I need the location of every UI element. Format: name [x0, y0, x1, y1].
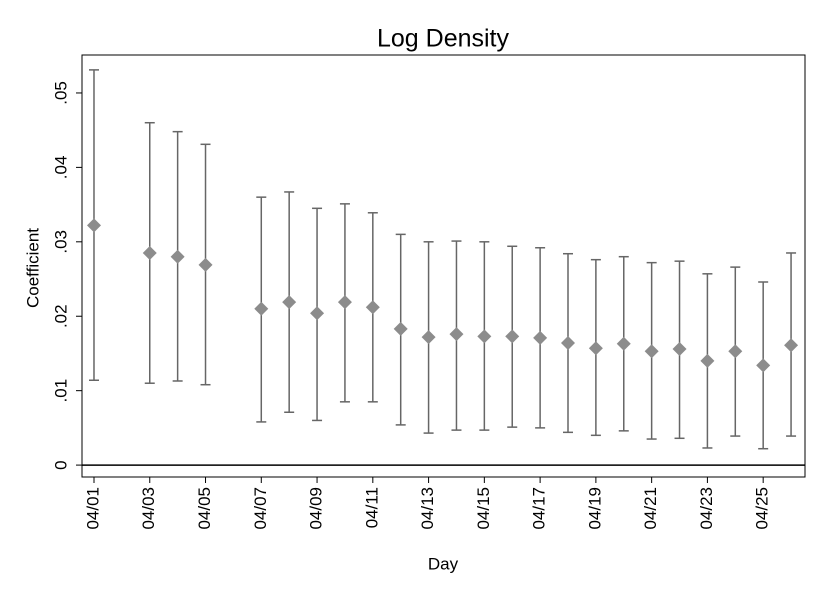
- x-tick-label: 04/03: [139, 487, 158, 530]
- y-tick-label: .03: [51, 230, 70, 254]
- point: [784, 338, 799, 353]
- point: [505, 329, 520, 344]
- x-tick-label: 04/09: [307, 487, 326, 530]
- point: [616, 336, 631, 351]
- point: [449, 327, 464, 342]
- point: [86, 218, 101, 233]
- y-tick-label: .05: [51, 81, 70, 105]
- point: [310, 306, 325, 321]
- y-tick-label: .04: [51, 156, 70, 180]
- point: [672, 341, 687, 356]
- x-tick-label: 04/01: [83, 487, 102, 530]
- x-tick-label: 04/23: [697, 487, 716, 530]
- point: [700, 353, 715, 368]
- x-tick-label: 04/07: [251, 487, 270, 530]
- x-tick-label: 04/13: [418, 487, 437, 530]
- x-tick-label: 04/15: [474, 487, 493, 530]
- y-tick-label: .01: [51, 379, 70, 403]
- point: [254, 301, 269, 316]
- x-tick-label: 04/11: [362, 487, 381, 528]
- x-tick-label: 04/21: [641, 487, 660, 530]
- point: [365, 300, 380, 315]
- y-tick-label: .02: [51, 304, 70, 328]
- point: [560, 336, 575, 351]
- point: [728, 344, 743, 359]
- y-axis-label: Coefficient: [23, 228, 42, 308]
- x-tick-label: 04/19: [585, 487, 604, 530]
- point: [421, 330, 436, 345]
- point: [756, 358, 771, 373]
- y-tick-label: 0: [51, 460, 70, 469]
- x-tick-label: 04/05: [195, 487, 214, 530]
- point: [477, 329, 492, 344]
- plot-frame: [81, 54, 806, 478]
- x-tick-label: 04/17: [530, 487, 549, 530]
- x-tick-label: 04/25: [753, 487, 772, 530]
- point: [142, 245, 157, 260]
- x-axis-label: Day: [428, 554, 459, 573]
- point: [170, 249, 185, 264]
- point: [644, 344, 659, 359]
- point: [393, 321, 408, 336]
- point: [198, 257, 213, 272]
- point: [533, 330, 548, 345]
- chart-title: Log Density: [377, 25, 510, 53]
- point: [337, 295, 352, 310]
- point: [282, 295, 297, 310]
- point: [588, 341, 603, 356]
